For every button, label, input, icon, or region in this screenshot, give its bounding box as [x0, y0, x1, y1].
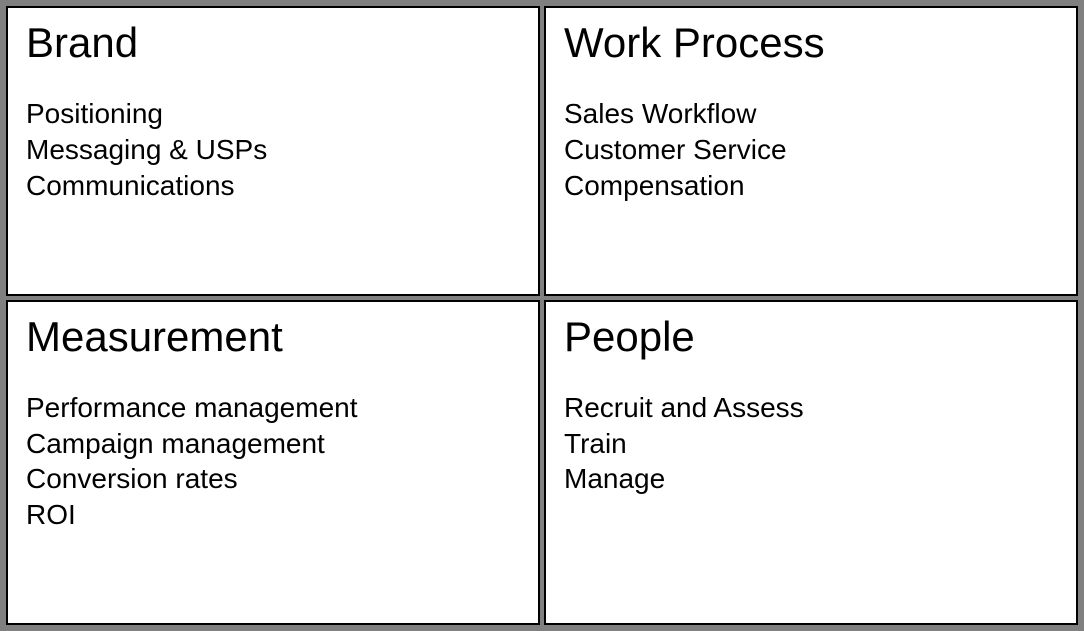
quadrant-item: Communications [26, 168, 520, 204]
quadrant-item: Messaging & USPs [26, 132, 520, 168]
quadrant-grid: Brand Positioning Messaging & USPs Commu… [6, 6, 1078, 625]
quadrant-items: Positioning Messaging & USPs Communicati… [26, 96, 520, 203]
quadrant-people: People Recruit and Assess Train Manage [544, 300, 1078, 625]
quadrant-item: Customer Service [564, 132, 1058, 168]
quadrant-item: Sales Workflow [564, 96, 1058, 132]
quadrant-title: Measurement [26, 314, 520, 360]
quadrant-item: Performance management [26, 390, 520, 426]
quadrant-item: Conversion rates [26, 461, 520, 497]
quadrant-item: Recruit and Assess [564, 390, 1058, 426]
quadrant-item: Campaign management [26, 426, 520, 462]
quadrant-item: Train [564, 426, 1058, 462]
quadrant-title: Work Process [564, 20, 1058, 66]
quadrant-measurement: Measurement Performance management Campa… [6, 300, 540, 625]
quadrant-item: Positioning [26, 96, 520, 132]
quadrant-items: Sales Workflow Customer Service Compensa… [564, 96, 1058, 203]
quadrant-item: ROI [26, 497, 520, 533]
quadrant-title: People [564, 314, 1058, 360]
quadrant-items: Recruit and Assess Train Manage [564, 390, 1058, 497]
quadrant-brand: Brand Positioning Messaging & USPs Commu… [6, 6, 540, 296]
quadrant-item: Compensation [564, 168, 1058, 204]
quadrant-items: Performance management Campaign manageme… [26, 390, 520, 533]
quadrant-work-process: Work Process Sales Workflow Customer Ser… [544, 6, 1078, 296]
quadrant-title: Brand [26, 20, 520, 66]
quadrant-item: Manage [564, 461, 1058, 497]
